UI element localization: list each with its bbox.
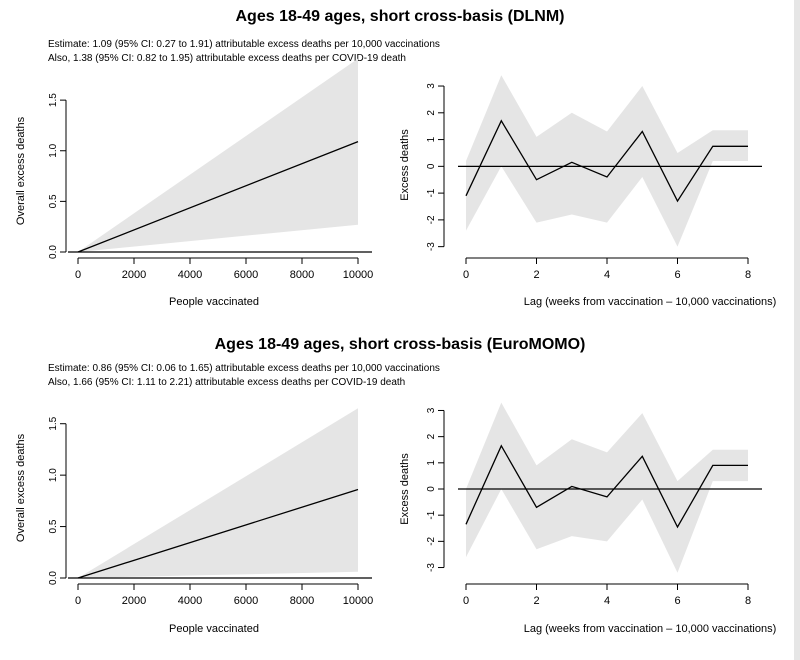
- x-tick-label: 4: [604, 595, 610, 607]
- estimate-line: [465, 119, 748, 203]
- y-tick-label: 0: [426, 163, 437, 169]
- x-tick-label: 2: [533, 269, 539, 281]
- section-2-title: Ages 18-49 ages, short cross-basis (Euro…: [214, 336, 586, 353]
- y-tick-label: 1.0: [48, 468, 59, 482]
- section-1-estimate-note: Estimate: 1.09 (95% CI: 0.27 to 1.91) at…: [48, 39, 440, 50]
- y-tick-label: 1: [426, 136, 437, 142]
- estimate-line: [77, 488, 359, 579]
- confidence-band: [466, 75, 748, 247]
- x-tick-label: 0: [75, 595, 81, 607]
- y-tick-label: 1.0: [48, 143, 59, 157]
- x-tick-label: 0: [75, 269, 81, 281]
- section-1-also-note: Also, 1.38 (95% CI: 0.82 to 1.95) attrib…: [48, 53, 406, 64]
- x-tick-label: 6000: [234, 269, 258, 281]
- x-axis-title: People vaccinated: [169, 623, 259, 635]
- y-tick-label: 1.5: [48, 93, 59, 107]
- x-tick-label: 4000: [178, 595, 202, 607]
- x-tick-label: 8: [745, 269, 751, 281]
- y-tick-label: 2: [426, 433, 437, 439]
- x-tick-label: 4000: [178, 269, 202, 281]
- confidence-band: [466, 402, 748, 573]
- y-tick-label: -2: [426, 215, 437, 224]
- x-tick-label: 4: [604, 269, 610, 281]
- y-axis-title: Excess deaths: [399, 453, 411, 525]
- x-tick-label: 8: [745, 595, 751, 607]
- estimate-line: [465, 444, 748, 529]
- y-tick-label: 1: [426, 460, 437, 466]
- confidence-band: [78, 408, 358, 578]
- y-tick-label: 0.5: [48, 194, 59, 208]
- estimate-line: [77, 140, 359, 253]
- x-tick-label: 6000: [234, 595, 258, 607]
- y-tick-label: -3: [426, 242, 437, 251]
- x-axis-title: Lag (weeks from vaccination – 10,000 vac…: [524, 296, 777, 308]
- x-tick-label: 0: [463, 269, 469, 281]
- x-tick-label: 10000: [343, 595, 374, 607]
- x-tick-label: 2: [533, 595, 539, 607]
- y-tick-label: 0.5: [48, 519, 59, 533]
- section-1-title: Ages 18-49 ages, short cross-basis (DLNM…: [235, 8, 565, 25]
- y-tick-label: 1.5: [48, 416, 59, 430]
- x-tick-label: 8000: [290, 595, 314, 607]
- y-tick-label: -3: [426, 563, 437, 572]
- y-axis-title: Overall excess deaths: [15, 116, 27, 225]
- y-tick-label: -1: [426, 188, 437, 197]
- y-tick-label: -1: [426, 510, 437, 519]
- x-tick-label: 6: [674, 269, 680, 281]
- confidence-band: [78, 58, 358, 252]
- window-edge: [794, 0, 800, 660]
- x-axis-title: Lag (weeks from vaccination – 10,000 vac…: [524, 623, 777, 635]
- section-2-estimate-note: Estimate: 0.86 (95% CI: 0.06 to 1.65) at…: [48, 363, 440, 374]
- x-tick-label: 0: [463, 595, 469, 607]
- x-tick-label: 8000: [290, 269, 314, 281]
- x-tick-label: 6: [674, 595, 680, 607]
- x-axis-title: People vaccinated: [169, 296, 259, 308]
- y-tick-label: 3: [426, 83, 437, 89]
- x-tick-label: 2000: [122, 595, 146, 607]
- y-axis-title: Overall excess deaths: [15, 433, 27, 542]
- y-tick-label: 0.0: [48, 245, 59, 259]
- y-axis-title: Excess deaths: [399, 129, 411, 201]
- y-tick-label: 0.0: [48, 571, 59, 585]
- x-tick-label: 10000: [343, 269, 374, 281]
- section-2-also-note: Also, 1.66 (95% CI: 1.11 to 2.21) attrib…: [48, 377, 406, 388]
- y-tick-label: 0: [426, 486, 437, 492]
- y-tick-label: 2: [426, 110, 437, 116]
- y-tick-label: 3: [426, 407, 437, 413]
- y-tick-label: -2: [426, 536, 437, 545]
- x-tick-label: 2000: [122, 269, 146, 281]
